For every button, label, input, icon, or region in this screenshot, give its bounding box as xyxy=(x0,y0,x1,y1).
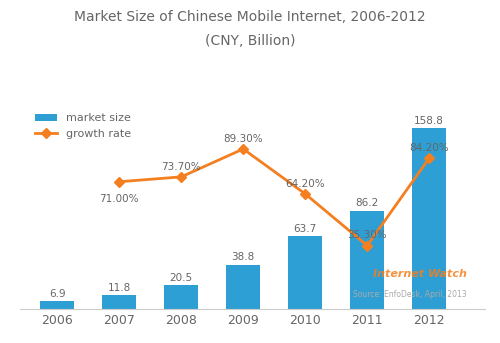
Text: 89.30%: 89.30% xyxy=(224,134,263,144)
Text: Market Size of Chinese Mobile Internet, 2006-2012: Market Size of Chinese Mobile Internet, … xyxy=(74,10,426,24)
Text: Internet Watch: Internet Watch xyxy=(372,269,466,279)
Text: 35.30%: 35.30% xyxy=(348,230,387,240)
Text: 38.8: 38.8 xyxy=(232,252,255,262)
Bar xyxy=(40,301,74,309)
Text: 64.20%: 64.20% xyxy=(286,178,325,189)
Text: 158.8: 158.8 xyxy=(414,116,444,126)
Text: 11.8: 11.8 xyxy=(108,283,131,293)
Text: 73.70%: 73.70% xyxy=(162,162,201,172)
Bar xyxy=(226,264,260,309)
Text: 63.7: 63.7 xyxy=(294,224,317,234)
Text: 71.00%: 71.00% xyxy=(100,194,139,204)
Text: 86.2: 86.2 xyxy=(356,198,379,208)
Text: Source: EnfoDesk, April, 2013: Source: EnfoDesk, April, 2013 xyxy=(353,290,467,299)
Text: (CNY, Billion): (CNY, Billion) xyxy=(205,34,295,48)
Bar xyxy=(412,128,446,309)
Legend: market size, growth rate: market size, growth rate xyxy=(30,109,136,143)
Bar xyxy=(350,211,384,309)
Bar xyxy=(288,236,322,309)
Bar xyxy=(102,295,136,309)
Text: 84.20%: 84.20% xyxy=(410,143,449,153)
Text: 20.5: 20.5 xyxy=(170,273,193,283)
Text: 6.9: 6.9 xyxy=(49,288,66,298)
Bar xyxy=(164,285,198,309)
